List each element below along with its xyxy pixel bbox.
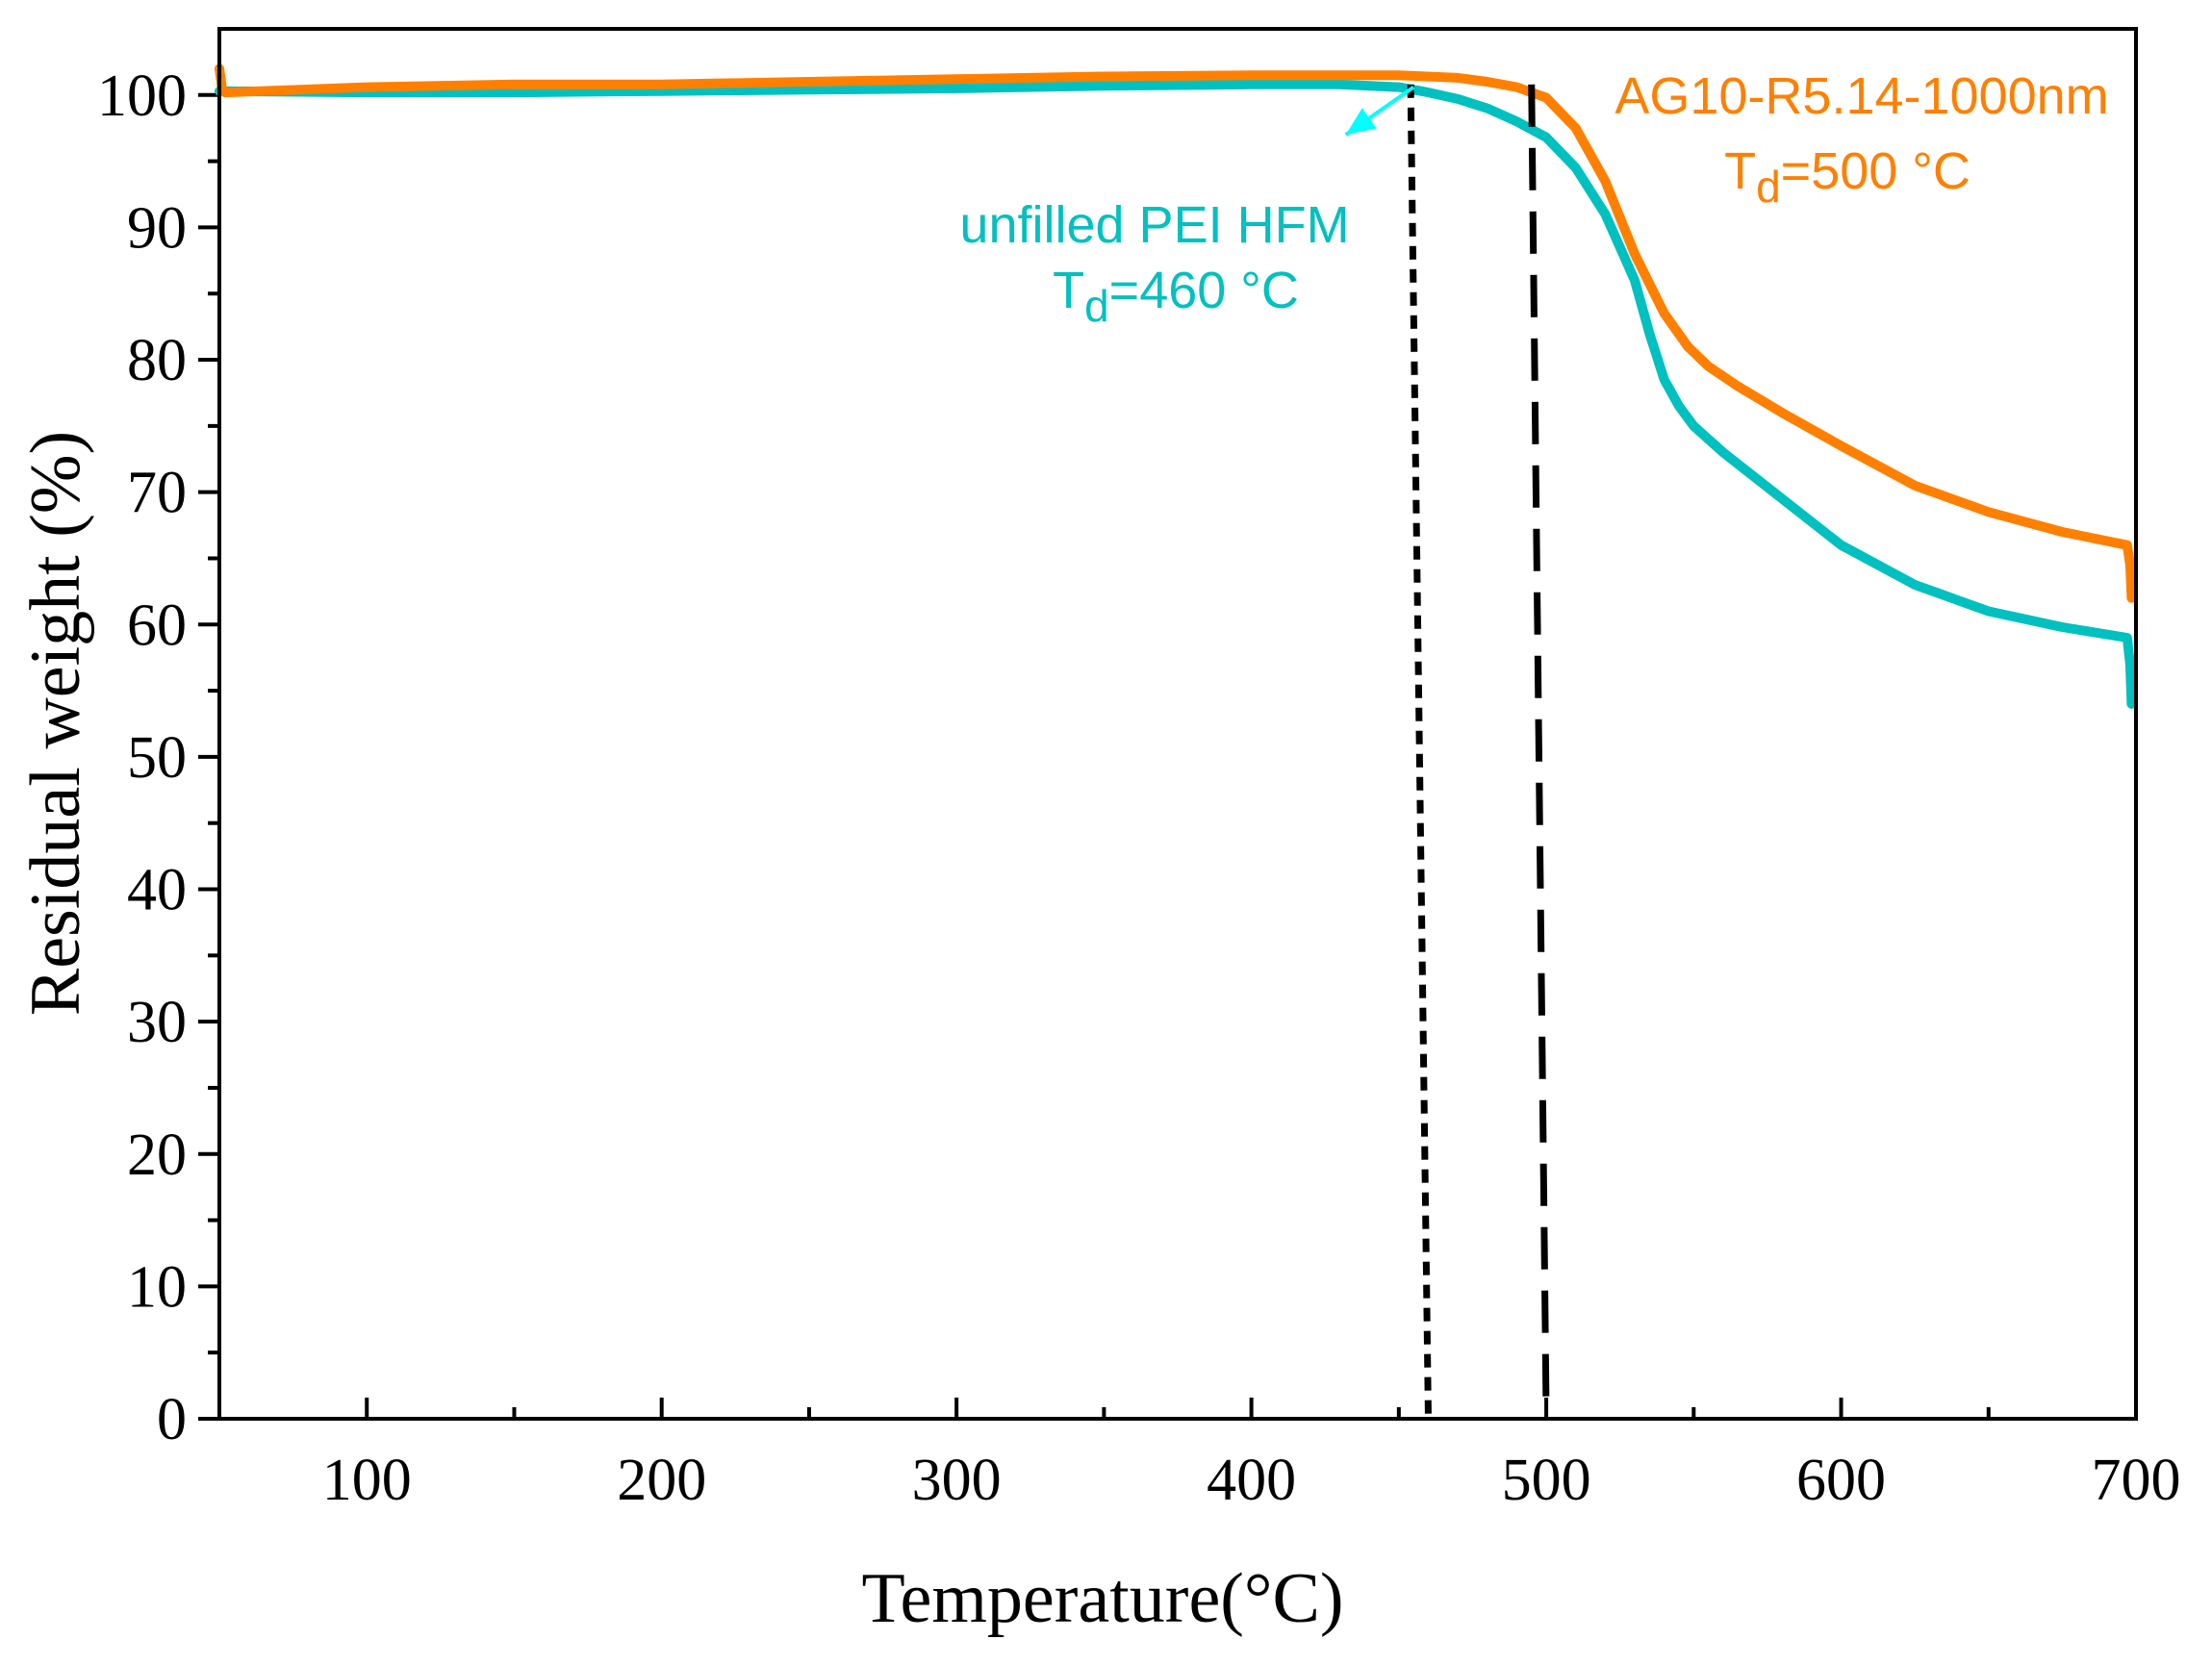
y-tick-label: 20 [127,1123,187,1188]
y-tick-label: 40 [127,858,187,923]
x-tick-label: 700 [2092,1448,2181,1513]
y-tick-label: 10 [127,1254,187,1320]
annotation-ag-td: Td=500 °C [1724,142,1970,212]
y-tick-label: 90 [127,195,187,261]
x-tick-label: 200 [617,1448,706,1513]
annotation-ag-td-sub: d [1756,162,1781,212]
annotation-pei-td-sub: d [1084,281,1109,331]
x-tick-label: 300 [912,1448,1002,1513]
annotation-arrows [1344,85,1415,137]
arrow-pei-head [1345,108,1377,136]
annotation-pei-name: unfilled PEI HFM [959,196,1349,254]
y-tick-labels: 0 10 20 30 40 50 60 70 80 90 100 [97,63,187,1452]
annotation-ag-td-value: =500 °C [1781,142,1970,200]
y-tick-label: 30 [127,990,187,1055]
y-tick-label: 50 [127,725,187,791]
td-marker-pei [1407,84,1432,1420]
y-tick-label: 60 [127,593,187,658]
x-tick-label: 400 [1207,1448,1296,1513]
td-marker-ag [1528,84,1550,1420]
annotation-pei-td-t: T [1053,262,1084,319]
series-line-ag10-r5-14-1000nm [215,63,2137,603]
x-tick-label: 600 [1796,1448,1886,1513]
plot-frame [217,27,2138,1421]
y-axis-title: Residual weight (%) [16,431,95,1016]
annotation-ag-name: AG10-R5.14-1000nm [1615,67,2108,125]
y-tick-label: 100 [97,63,187,129]
annotation-pei-td: Td=460 °C [1053,262,1299,331]
y-tick-label: 0 [157,1387,187,1452]
series-layer [215,63,2137,709]
x-tick-labels: 100 200 300 400 500 600 700 [322,1448,2181,1513]
x-tick-label: 500 [1502,1448,1591,1513]
annotation-pei-td-value: =460 °C [1109,262,1299,319]
x-tick-label: 100 [322,1448,412,1513]
annotation-ag-td-t: T [1724,142,1756,200]
x-axis-title: Temperature(°C) [861,1559,1343,1638]
td-markers [1407,84,1550,1420]
y-tick-label: 80 [127,328,187,393]
y-tick-label: 70 [127,461,187,526]
series-line-unfilled-pei-hfm [215,79,2137,709]
